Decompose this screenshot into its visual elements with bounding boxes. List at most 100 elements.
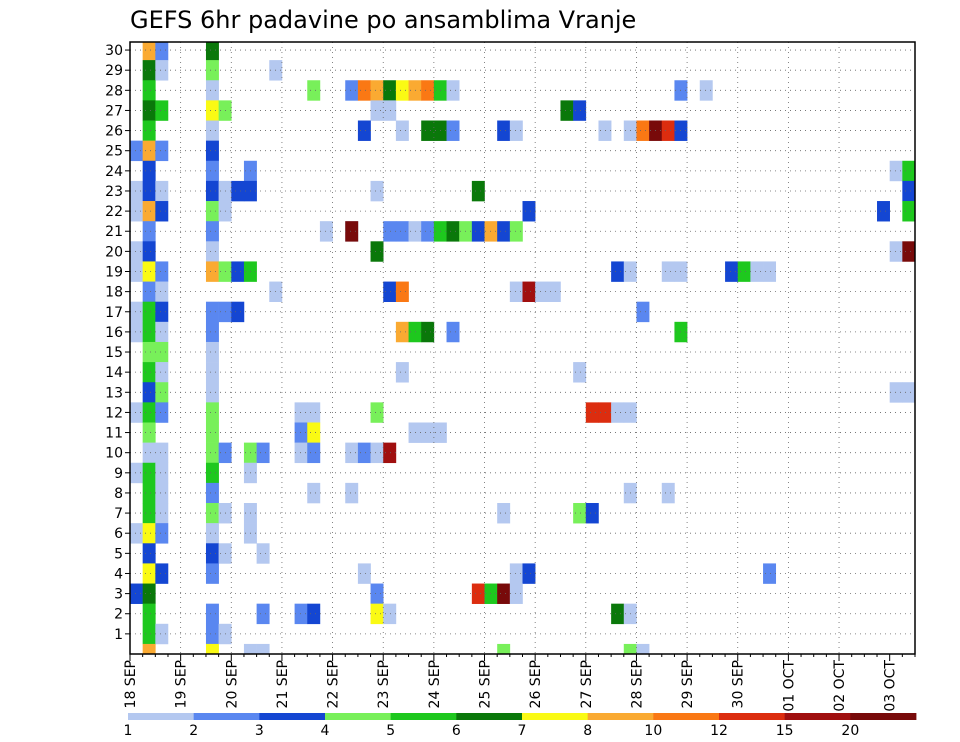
heatmap-cell: [471, 583, 485, 604]
heatmap-cell: [902, 241, 916, 262]
heatmap-cell: [573, 100, 587, 121]
y-tick-label: 16: [105, 325, 123, 341]
heatmap-cell: [205, 221, 219, 242]
heatmap-cell: [155, 100, 169, 121]
heatmap-cell: [130, 180, 143, 202]
heatmap-cell: [395, 362, 409, 383]
heatmap-cell: [547, 281, 561, 302]
plot-frame: [129, 41, 916, 655]
heatmap-cell: [142, 442, 156, 464]
grid-lines: [130, 42, 915, 654]
x-tick-label: 21 SEP: [275, 660, 291, 708]
heatmap-cell: [142, 563, 156, 584]
heatmap-cell: [611, 603, 625, 625]
heatmap-cell: [294, 422, 308, 443]
x-tick-label: 18 SEP: [123, 660, 139, 708]
x-tick-label: 01 OCT: [781, 660, 797, 712]
heatmap-cell: [130, 583, 143, 604]
heatmap-cell: [142, 201, 156, 222]
legend-swatch: [522, 713, 589, 720]
x-tick-label: 27 SEP: [579, 660, 595, 708]
heatmap-cell: [370, 180, 384, 202]
heatmap-cell: [130, 261, 143, 282]
heatmap-cell: [497, 643, 511, 655]
heatmap-cell: [142, 603, 156, 625]
heatmap-cell: [155, 623, 169, 645]
heatmap-cell: [902, 201, 916, 222]
heatmap-cell: [737, 261, 751, 282]
x-tick-label: 28 SEP: [629, 660, 645, 708]
heatmap-cell: [155, 523, 169, 544]
heatmap-cell: [661, 482, 675, 504]
x-tick-label: 20 SEP: [224, 660, 240, 708]
heatmap-cell: [383, 603, 397, 625]
heatmap-cell: [142, 422, 156, 443]
y-tick-label: 7: [114, 506, 123, 522]
heatmap-cell: [205, 623, 219, 645]
heatmap-cell: [370, 442, 384, 464]
heatmap-cell: [573, 362, 587, 383]
heatmap-cell: [205, 321, 219, 343]
y-tick-label: 8: [114, 486, 123, 502]
heatmap-cell: [294, 442, 308, 464]
heatmap-cell: [205, 402, 219, 423]
y-tick-label: 11: [105, 426, 123, 442]
heatmap-cell: [142, 301, 156, 323]
heatmap-cell: [142, 160, 156, 182]
heatmap-cell: [509, 120, 523, 141]
heatmap-cell: [661, 120, 675, 141]
heatmap-cell: [205, 523, 219, 544]
heatmap-cell: [155, 462, 169, 484]
heatmap-cell: [142, 241, 156, 262]
heatmap-cell: [155, 201, 169, 222]
heatmap-cell: [345, 482, 359, 504]
heatmap-cell: [902, 382, 916, 403]
heatmap-cell: [155, 60, 169, 81]
heatmap-cell: [357, 80, 371, 101]
heatmap-cell: [661, 261, 675, 282]
heatmap-cell: [573, 503, 587, 524]
heatmap-cell: [142, 221, 156, 242]
heatmap-cell: [231, 261, 245, 282]
x-tick-label: 29 SEP: [680, 660, 696, 708]
heatmap-cell: [243, 643, 257, 655]
heatmap-cell: [585, 402, 599, 423]
heatmap-cell: [345, 80, 359, 101]
legend-label: 7: [518, 723, 527, 739]
y-tick-label: 28: [105, 83, 123, 99]
legend-label: 3: [255, 723, 264, 739]
heatmap-cell: [421, 321, 435, 343]
heatmap-cell: [130, 301, 143, 323]
heatmap-cell: [345, 221, 359, 242]
legend-swatch: [456, 713, 523, 720]
heatmap-cell: [509, 221, 523, 242]
heatmap-cell: [383, 221, 397, 242]
legend-swatch: [325, 713, 392, 720]
heatmap-cell: [205, 100, 219, 121]
heatmap-cell: [205, 341, 219, 363]
heatmap-cell: [205, 543, 219, 564]
heatmap-cell: [535, 281, 549, 302]
heatmap-cell: [497, 583, 511, 604]
legend-label: 5: [386, 723, 395, 739]
heatmap-cell: [509, 281, 523, 302]
heatmap-cell: [205, 462, 219, 484]
heatmap-cell: [205, 120, 219, 141]
heatmap-cell: [877, 201, 890, 222]
heatmap-cell: [395, 120, 409, 141]
heatmap-cell: [294, 402, 308, 423]
y-tick-label: 14: [105, 365, 123, 381]
heatmap-cell: [155, 503, 169, 524]
x-tick-label: 03 OCT: [883, 660, 899, 712]
heatmap-cell: [370, 583, 384, 604]
x-tick-label: 02 OCT: [832, 660, 848, 712]
heatmap-cell: [256, 442, 270, 464]
heatmap-cell: [421, 120, 435, 141]
heatmap-cell: [307, 80, 321, 101]
legend-swatch: [128, 713, 195, 720]
y-tick-label: 5: [114, 546, 123, 562]
heatmap-cell: [307, 482, 321, 504]
legend-label: 20: [841, 723, 859, 739]
heatmap-cell: [142, 623, 156, 645]
y-tick-label: 12: [105, 405, 123, 421]
